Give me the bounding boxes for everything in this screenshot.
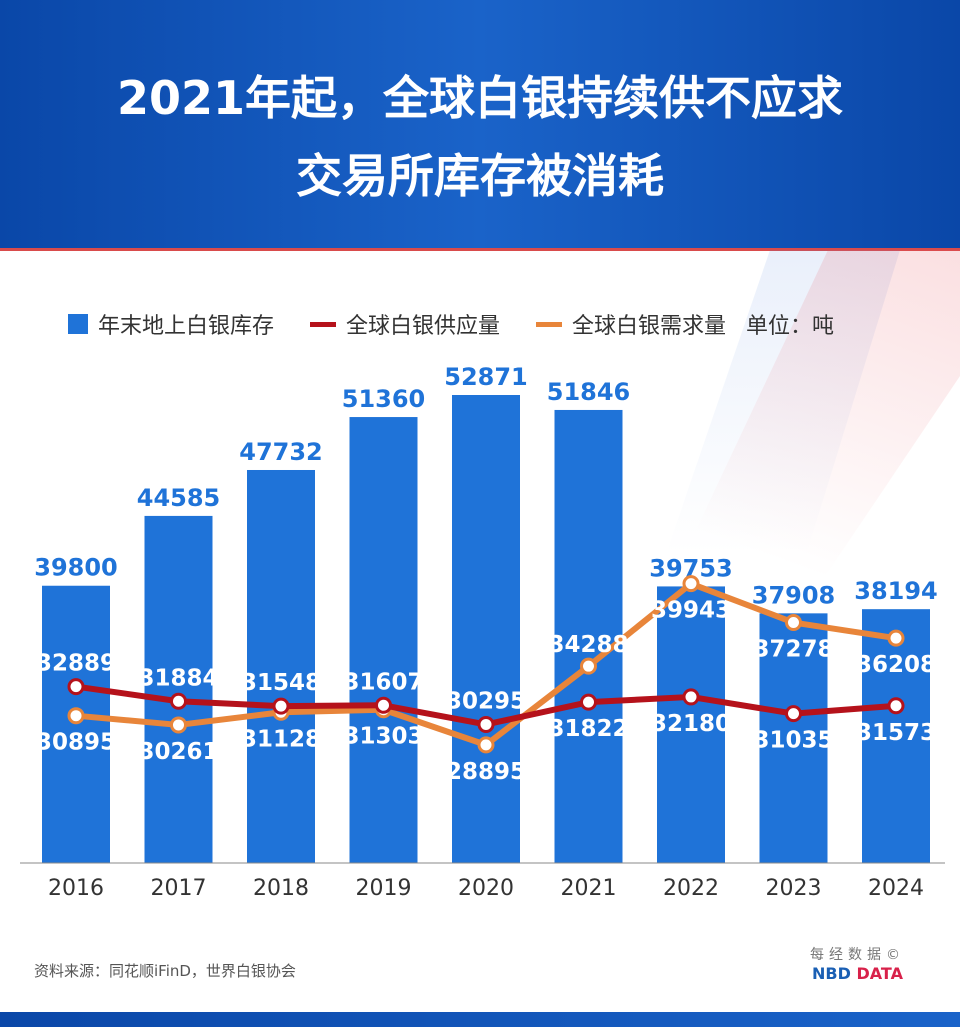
supply-label: 32180 <box>651 711 731 737</box>
data-point <box>170 716 187 734</box>
logo: 每经数据© NBD DATA <box>810 944 905 983</box>
data-point <box>785 614 802 632</box>
legend-swatch <box>68 314 88 334</box>
bar-label: 47732 <box>239 438 323 466</box>
bar <box>349 417 418 863</box>
source-note: 资料来源：同花顺iFinD，世界白银协会 <box>34 962 296 980</box>
legend-label: 全球白银供应量 <box>346 314 501 339</box>
chart: 3980044585477325136052871518463975337908… <box>20 363 945 901</box>
demand-label: 37278 <box>753 637 833 663</box>
demand-label: 28895 <box>446 759 526 785</box>
demand-label: 34288 <box>548 632 628 658</box>
bar <box>144 515 213 863</box>
supply-label: 31035 <box>753 728 833 754</box>
x-tick-label: 2022 <box>663 876 719 901</box>
logo-en2: DATA <box>856 964 903 983</box>
bar <box>452 395 520 863</box>
logo-cn: 每经数据© <box>810 947 905 963</box>
unit-label: 单位：吨 <box>746 314 835 339</box>
title-line1: 2021年起，全球白银持续供不应求 <box>116 71 844 125</box>
bar-label: 52871 <box>444 363 528 391</box>
supply-label: 32889 <box>36 651 116 677</box>
data-point <box>887 697 905 715</box>
demand-label: 36208 <box>856 652 936 678</box>
x-tick-label: 2016 <box>48 876 104 901</box>
bar <box>759 613 828 863</box>
demand-label: 31303 <box>343 724 423 750</box>
legend: 年末地上白银库存 全球白银供应量 全球白银需求量 单位：吨 <box>68 308 834 340</box>
data-point <box>580 657 597 675</box>
legend-item-demand: 全球白银需求量 <box>536 308 726 340</box>
supply-label: 31607 <box>343 669 423 695</box>
data-point <box>477 715 495 733</box>
legend-label: 全球白银需求量 <box>572 314 727 339</box>
bar <box>862 609 930 863</box>
x-tick-label: 2021 <box>561 876 617 901</box>
supply-label: 30295 <box>446 688 526 714</box>
bar-label: 38194 <box>854 577 938 605</box>
x-tick-label: 2024 <box>868 876 924 901</box>
legend-label: 年末地上白银库存 <box>98 314 275 339</box>
data-point <box>272 697 290 715</box>
legend-swatch <box>310 321 337 327</box>
data-point <box>887 629 905 647</box>
demand-label: 39943 <box>651 598 731 624</box>
supply-label: 31573 <box>856 720 936 746</box>
demand-label: 31128 <box>241 726 321 752</box>
legend-item-stock: 年末地上白银库存 <box>68 308 274 340</box>
x-tick-label: 2023 <box>766 876 822 901</box>
data-point <box>785 705 802 723</box>
logo-en1: NBD <box>812 964 851 983</box>
header: 2021年起，全球白银持续供不应求 交易所库存被消耗 <box>0 0 960 251</box>
data-point <box>170 692 187 710</box>
legend-item-supply: 全球白银供应量 <box>310 308 500 340</box>
bar-label: 37908 <box>752 581 836 609</box>
data-point <box>580 693 597 711</box>
supply-label: 31884 <box>138 665 218 691</box>
bar-label: 51360 <box>342 385 426 413</box>
data-point <box>375 696 392 714</box>
data-point <box>682 688 700 706</box>
data-point <box>682 575 700 593</box>
legend-swatch <box>536 321 563 327</box>
footer-bar <box>0 1012 960 1027</box>
data-point <box>67 707 85 725</box>
bar <box>554 409 623 863</box>
bar-label: 39800 <box>34 554 118 582</box>
x-tick-label: 2017 <box>151 876 207 901</box>
supply-label: 31822 <box>548 716 628 742</box>
bar-label: 44585 <box>137 484 221 512</box>
data-point <box>67 678 85 696</box>
supply-label: 31548 <box>241 670 321 696</box>
bar <box>42 585 110 863</box>
x-tick-label: 2018 <box>253 876 309 901</box>
bar <box>247 469 315 863</box>
x-tick-label: 2019 <box>356 876 412 901</box>
demand-label: 30261 <box>138 739 218 765</box>
demand-label: 30895 <box>36 730 116 756</box>
data-point <box>477 736 495 754</box>
bar <box>657 586 725 863</box>
bar-label: 51846 <box>547 378 631 406</box>
title-line2: 交易所库存被消耗 <box>296 149 664 203</box>
x-tick-label: 2020 <box>458 876 514 901</box>
